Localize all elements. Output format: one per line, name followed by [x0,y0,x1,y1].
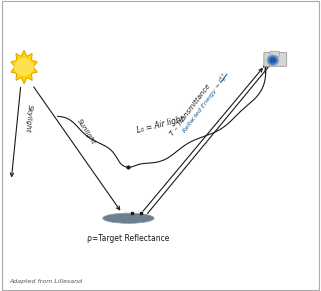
Text: L₀ = Air light: L₀ = Air light [136,115,185,135]
Circle shape [267,55,279,65]
Ellipse shape [103,213,154,223]
Text: Sunlight: Sunlight [76,118,97,146]
Circle shape [268,56,277,64]
Text: T – Transmittance: T – Transmittance [169,83,212,136]
FancyBboxPatch shape [270,51,279,56]
Text: Skylight: Skylight [25,104,33,132]
Text: Reflected Energy = $\frac{\rho ET}{\pi}$: Reflected Energy = $\frac{\rho ET}{\pi}$ [179,71,232,136]
Text: ρ=Target Reflectance: ρ=Target Reflectance [87,234,169,243]
FancyBboxPatch shape [264,52,287,66]
Circle shape [270,58,275,63]
Polygon shape [11,50,37,84]
Circle shape [15,59,33,75]
Text: Adapted from Lillesand: Adapted from Lillesand [10,279,83,284]
